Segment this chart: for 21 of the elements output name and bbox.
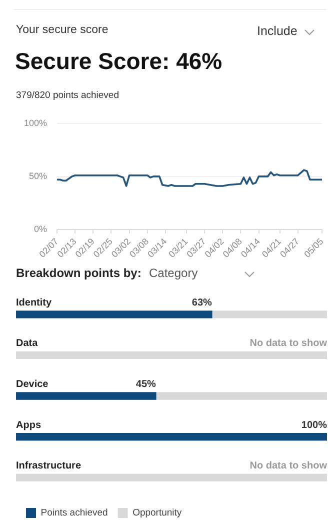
text: Category [149, 266, 198, 280]
data-label: 45% [136, 379, 156, 390]
y-tick-label: Device [16, 379, 49, 390]
y-tick-label: Identity [16, 297, 52, 308]
text: No data to show [250, 460, 327, 472]
legend-label: Points achieved [40, 508, 108, 519]
legend-label: Opportunity [132, 508, 182, 519]
data-label: 100% [301, 420, 328, 431]
data-label: 63% [192, 297, 212, 308]
y-tick-label: Apps [16, 420, 42, 431]
text: Include [257, 24, 298, 38]
y-tick-label: 100% [24, 118, 48, 128]
text: No data to show [250, 338, 327, 350]
text: Your secure score [16, 24, 108, 36]
y-tick-label: 0% [34, 224, 48, 234]
chart-title: Breakdown points by: [16, 266, 142, 280]
chart-title: Secure Score: 46% [15, 48, 222, 75]
y-tick-label: Data [16, 338, 38, 350]
y-tick-label: 50% [29, 170, 48, 181]
chart-subtitle: 379/820 points achieved [16, 90, 119, 101]
y-tick-label: Infrastructure [16, 460, 82, 472]
